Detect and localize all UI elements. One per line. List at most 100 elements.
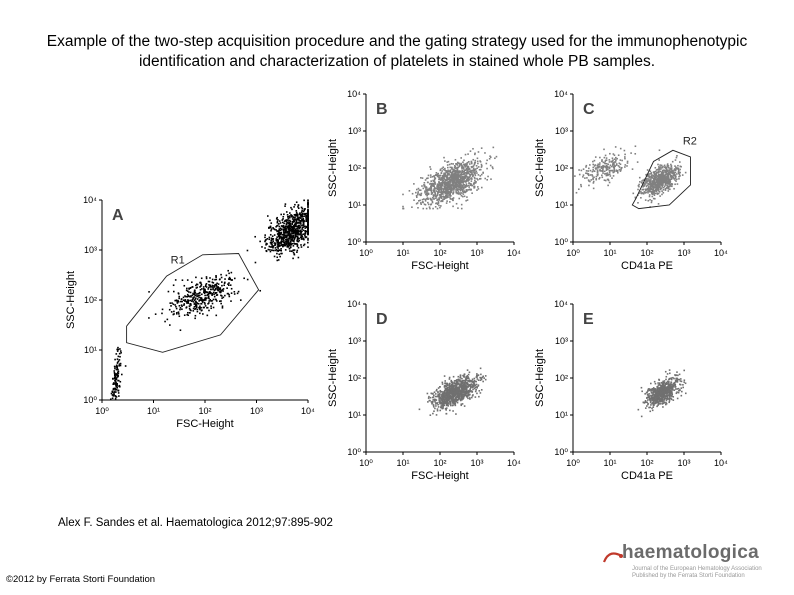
event-dot: [224, 281, 226, 284]
event-dot: [476, 387, 478, 389]
event-dot: [287, 230, 290, 233]
event-dot: [441, 199, 444, 202]
event-dot: [667, 394, 669, 397]
event-dot: [228, 272, 230, 275]
event-dot: [112, 383, 114, 385]
event-dot: [198, 306, 200, 309]
event-dot: [294, 217, 296, 219]
event-dot: [605, 169, 608, 171]
event-dot: [666, 166, 668, 169]
event-dot: [449, 192, 452, 195]
event-dot: [671, 172, 673, 174]
event-dot: [192, 301, 195, 303]
panel-label: E: [583, 311, 594, 328]
event-dot: [204, 285, 207, 288]
event-dot: [457, 188, 459, 190]
event-dot: [483, 377, 485, 379]
event-dot: [455, 202, 458, 205]
event-dot: [473, 162, 476, 165]
event-dot: [200, 277, 203, 280]
event-dot: [661, 171, 664, 174]
event-dot: [118, 365, 120, 367]
event-dot: [652, 389, 654, 391]
event-dot: [305, 214, 308, 217]
event-dot: [464, 176, 466, 179]
event-dot: [655, 390, 657, 392]
event-dot: [279, 227, 282, 230]
event-dot: [453, 399, 456, 402]
event-dot: [668, 166, 670, 169]
event-dot: [115, 388, 118, 391]
event-dot: [281, 240, 283, 243]
event-dot: [181, 300, 183, 303]
event-dot: [274, 242, 277, 245]
event-dot: [451, 168, 453, 170]
event-dot: [413, 199, 415, 201]
event-dot: [287, 221, 289, 224]
event-dot: [296, 251, 298, 253]
event-dot: [677, 167, 680, 170]
event-dot: [453, 175, 455, 178]
event-dot: [205, 297, 208, 299]
event-dot: [684, 392, 687, 395]
event-dot: [469, 163, 471, 165]
event-dot: [474, 161, 476, 164]
event-dot: [614, 146, 617, 148]
event-dot: [293, 240, 295, 243]
event-dot: [290, 214, 292, 216]
y-tick-label: 10²: [555, 373, 568, 383]
event-dot: [270, 222, 273, 224]
event-dot: [217, 286, 220, 288]
event-dot: [461, 165, 463, 167]
event-dot: [119, 364, 122, 367]
event-dot: [461, 171, 463, 174]
event-dot: [463, 376, 466, 378]
event-dot: [461, 386, 463, 389]
event-dot: [492, 146, 495, 149]
event-dot: [442, 179, 445, 182]
event-dot: [186, 293, 189, 296]
event-dot: [286, 234, 288, 236]
event-dot: [402, 205, 404, 208]
event-dot: [120, 373, 123, 376]
event-dot: [272, 249, 275, 252]
event-dot: [664, 397, 666, 400]
x-tick-label: 10³: [250, 406, 263, 416]
event-dot: [452, 197, 455, 199]
event-dot: [452, 199, 454, 201]
event-dot: [648, 396, 650, 399]
event-dot: [115, 366, 118, 368]
event-dot: [644, 199, 647, 201]
event-dot: [206, 314, 209, 317]
event-dot: [275, 248, 278, 251]
event-dot: [208, 286, 210, 289]
event-dot: [228, 295, 231, 298]
event-dot: [453, 392, 456, 394]
event-dot: [662, 387, 665, 389]
x-tick-label: 10⁰: [95, 406, 109, 416]
event-dot: [178, 297, 180, 300]
event-dot: [204, 294, 206, 297]
event-dot: [433, 399, 436, 402]
event-dot: [277, 219, 279, 221]
event-dot: [449, 194, 452, 196]
event-dot: [658, 183, 660, 185]
event-dot: [285, 223, 288, 226]
event-dot: [653, 399, 655, 402]
event-dot: [117, 374, 119, 377]
y-tick-label: 10²: [555, 163, 568, 173]
panel-label: A: [112, 207, 124, 224]
event-dot: [665, 399, 668, 402]
event-dot: [462, 168, 465, 170]
event-dot: [424, 179, 427, 181]
event-dot: [662, 390, 664, 393]
y-tick-label: 10⁴: [83, 195, 97, 205]
event-dot: [588, 167, 590, 170]
event-dot: [463, 195, 466, 198]
event-dot: [285, 243, 288, 245]
event-dot: [115, 364, 118, 367]
event-dot: [461, 166, 463, 168]
event-dot: [665, 187, 668, 189]
event-dot: [291, 242, 294, 245]
event-dot: [451, 398, 453, 400]
